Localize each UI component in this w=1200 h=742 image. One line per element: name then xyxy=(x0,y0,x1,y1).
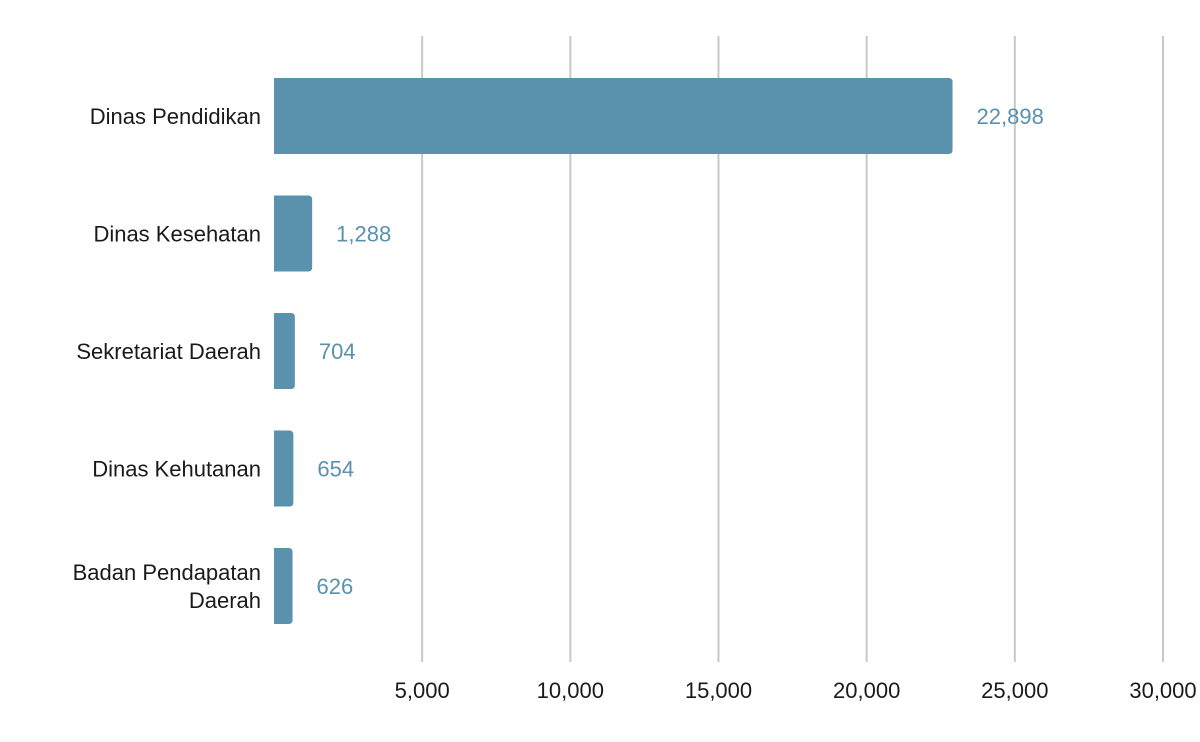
x-tick-label: 15,000 xyxy=(685,678,752,703)
bar-value-label: 626 xyxy=(317,574,354,599)
category-labels: Dinas Pendidikan Dinas Kesehatan Sekretari… xyxy=(73,104,261,613)
category-label: Dinas Kehutanan xyxy=(92,457,261,482)
category-label: Sekretariat Daerah xyxy=(76,339,261,364)
category-label-line: Dinas Kehutanan xyxy=(92,457,261,482)
category-label: Dinas Kesehatan xyxy=(93,222,261,247)
bar-value-label: 704 xyxy=(319,339,356,364)
category-label-line: Dinas Kesehatan xyxy=(93,222,261,247)
bar xyxy=(274,78,953,154)
x-axis-tick-labels: 5,000 10,000 15,000 20,000 25,000 30,000 xyxy=(395,678,1197,703)
x-tick-label: 5,000 xyxy=(395,678,450,703)
bar xyxy=(274,548,293,624)
x-tick-label: 25,000 xyxy=(981,678,1048,703)
bar xyxy=(274,313,295,389)
bar xyxy=(274,195,313,272)
x-tick-label: 10,000 xyxy=(537,678,604,703)
category-label: Dinas Pendidikan xyxy=(90,104,261,129)
category-label-line: Sekretariat Daerah xyxy=(76,339,261,364)
category-label: Badan Pendapatan Daerah xyxy=(73,560,261,613)
category-label-line: Badan Pendapatan xyxy=(73,560,261,585)
x-tick-label: 30,000 xyxy=(1129,678,1196,703)
bar-value-label: 22,898 xyxy=(977,104,1044,129)
category-label-line: Dinas Pendidikan xyxy=(90,104,261,129)
category-label-line: Daerah xyxy=(189,588,261,613)
bars xyxy=(274,78,953,624)
bar-value-label: 1,288 xyxy=(336,222,391,247)
x-tick-label: 20,000 xyxy=(833,678,900,703)
bar-value-label: 654 xyxy=(317,457,354,482)
bar xyxy=(274,430,294,507)
value-labels: 22,898 1,288 704 654 626 xyxy=(317,104,1044,599)
